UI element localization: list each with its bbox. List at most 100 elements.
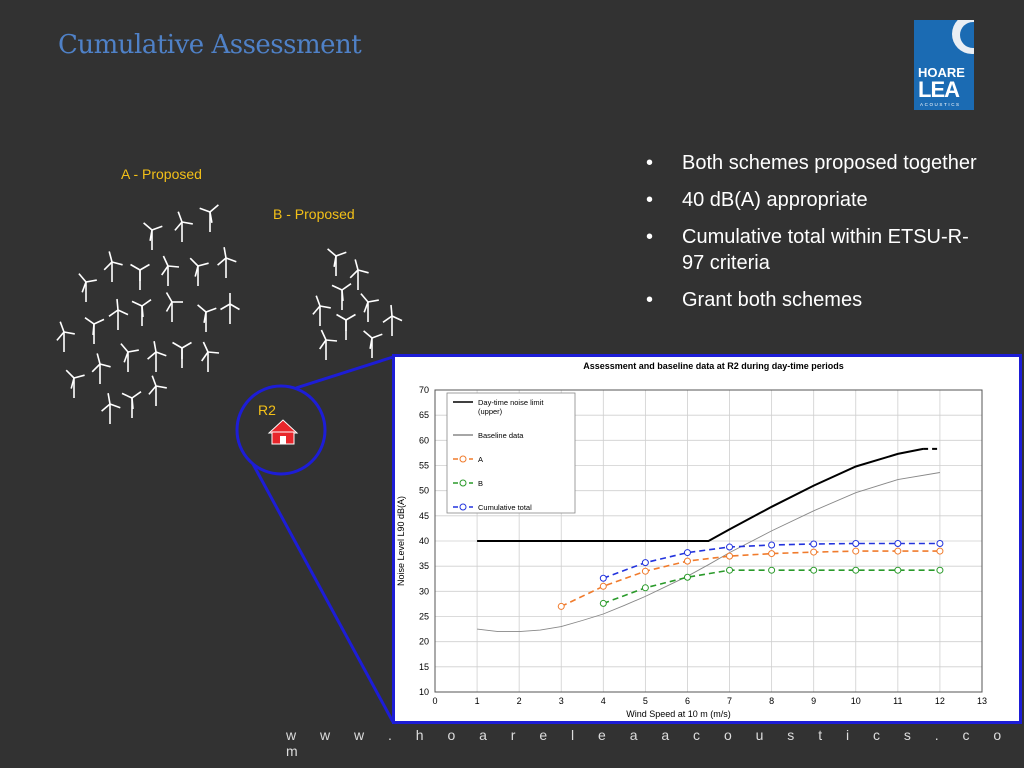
data-point (936, 547, 944, 555)
wind-turbine-icon (174, 211, 193, 242)
wind-turbine-icon (217, 247, 237, 278)
data-point (936, 566, 944, 574)
legend-item: B (453, 479, 483, 488)
x-tick-label: 13 (977, 696, 987, 706)
x-tick-label: 11 (893, 696, 902, 706)
y-tick-label: 20 (419, 637, 429, 647)
data-point (852, 566, 860, 574)
zoom-line-bottom (251, 463, 395, 723)
wind-turbine-icon (161, 255, 180, 286)
legend-label: Day-time noise limit (478, 398, 544, 407)
house-icon (267, 419, 299, 445)
data-point (936, 540, 944, 548)
data-point (599, 582, 607, 590)
y-tick-label: 60 (419, 435, 429, 445)
legend-item: Cumulative total (453, 503, 532, 512)
zoom-line-top (295, 355, 394, 390)
bullet-item: Both schemes proposed together (640, 150, 980, 176)
wind-turbine-icon (103, 251, 123, 282)
y-tick-label: 15 (419, 662, 429, 672)
wind-turbine-icon (165, 292, 183, 322)
wind-turbine-icon (56, 321, 75, 352)
wind-turbine-icon (382, 304, 403, 336)
wind-turbine-icon (327, 248, 347, 276)
wind-turbine-icon (312, 295, 331, 326)
y-tick-label: 30 (419, 586, 429, 596)
wind-turbine-icon (120, 343, 139, 372)
data-point (852, 540, 860, 548)
data-point (726, 543, 734, 551)
series-line (477, 472, 940, 633)
legend-item: Baseline data (453, 431, 524, 440)
bullet-item: Grant both schemes (640, 287, 980, 313)
y-tick-label: 50 (419, 486, 429, 496)
data-point (599, 599, 607, 607)
data-point (852, 547, 860, 555)
data-point (641, 584, 649, 592)
wind-turbine-icon (78, 273, 97, 302)
y-tick-label: 45 (419, 511, 429, 521)
wind-turbine-icon (172, 341, 192, 368)
legend-marker (459, 503, 467, 511)
data-point (810, 566, 818, 574)
legend-item: Day-time noise limit(upper) (453, 398, 544, 416)
legend-label: B (478, 479, 483, 488)
wind-turbine-icon (349, 259, 369, 290)
y-tick-label: 35 (419, 561, 429, 571)
data-point (810, 540, 818, 548)
x-tick-label: 4 (601, 696, 606, 706)
data-point (768, 550, 776, 558)
receptor-circle (235, 384, 327, 476)
noise-chart-panel: Assessment and baseline data at R2 durin… (392, 354, 1022, 724)
data-point (641, 567, 649, 575)
legend-box (446, 392, 576, 514)
wind-turbine-icon (363, 330, 383, 358)
data-point (683, 549, 691, 557)
y-tick-label: 25 (419, 612, 429, 622)
plot-area-frame (434, 389, 983, 693)
wind-turbine-icon (199, 204, 219, 232)
wind-turbine-icon (101, 393, 121, 424)
wind-turbine-icon (148, 375, 167, 406)
scheme-b-label: B - Proposed (273, 206, 355, 222)
wind-turbine-icon (91, 353, 111, 384)
series-line (477, 447, 924, 542)
legend-item: A (453, 455, 483, 464)
data-point (599, 574, 607, 582)
data-point (726, 552, 734, 560)
legend-marker (459, 479, 467, 487)
bullet-list: Both schemes proposed together 40 dB(A) … (640, 150, 980, 324)
wind-turbine-icon (65, 369, 85, 398)
y-tick-label: 10 (419, 687, 429, 697)
legend-marker (459, 455, 467, 463)
bullet-item: 40 dB(A) appropriate (640, 187, 980, 213)
x-tick-label: 7 (727, 696, 732, 706)
x-axis-label: Wind Speed at 10 m (m/s) (626, 709, 731, 719)
wind-turbine-icon (130, 263, 150, 290)
x-tick-label: 1 (475, 696, 480, 706)
x-tick-label: 0 (432, 696, 437, 706)
series-line (560, 550, 940, 608)
wind-turbine-icon (143, 222, 163, 250)
legend-label: Baseline data (478, 431, 524, 440)
chart-title: Assessment and baseline data at R2 durin… (583, 361, 844, 371)
data-point (894, 540, 902, 548)
data-point (768, 541, 776, 549)
logo-line-3: ACOUSTICS (920, 102, 961, 107)
footer-url: w w w . h o a r e l e a a c o u s t i c … (286, 727, 1012, 759)
chart-legend: Day-time noise limit(upper) Baseline data… (446, 392, 576, 514)
slide-title: Cumulative Assessment (58, 30, 362, 60)
y-axis-label: Noise Level L90 dB(A) (396, 496, 406, 586)
scheme-a-turbines (56, 204, 240, 424)
data-point (683, 557, 691, 565)
x-tick-label: 9 (811, 696, 816, 706)
legend-label: Cumulative total (478, 503, 532, 512)
wind-turbine-icon (331, 283, 352, 310)
data-point (810, 548, 818, 556)
noise-chart: Assessment and baseline data at R2 durin… (396, 361, 987, 719)
data-point (726, 566, 734, 574)
x-tick-label: 8 (769, 696, 774, 706)
x-tick-label: 12 (935, 696, 945, 706)
y-tick-label: 40 (419, 536, 429, 546)
